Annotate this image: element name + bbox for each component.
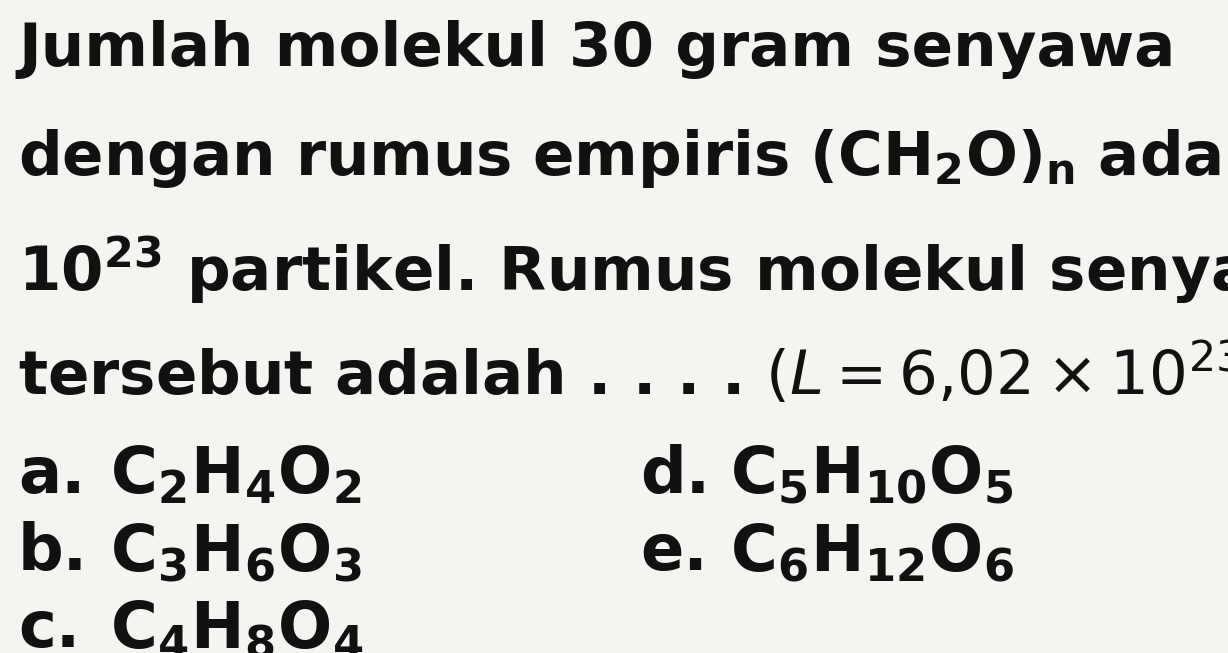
Text: b.: b. — [18, 521, 88, 583]
Text: $\mathbf{dengan\ rumus\ empiris\ (CH_2O)_n\ adalah}$: $\mathbf{dengan\ rumus\ empiris\ (CH_2O)… — [18, 127, 1228, 191]
Text: $\mathbf{C_4H_8O_4}$: $\mathbf{C_4H_8O_4}$ — [111, 597, 363, 653]
Text: $\mathbf{C_6H_{12}O_6}$: $\mathbf{C_6H_{12}O_6}$ — [729, 521, 1014, 584]
Text: $\mathbf{C_2H_4O_2}$: $\mathbf{C_2H_4O_2}$ — [111, 443, 361, 506]
Text: c.: c. — [18, 597, 80, 653]
Text: e.: e. — [640, 521, 707, 583]
Text: $\mathbf{C_5H_{10}O_5}$: $\mathbf{C_5H_{10}O_5}$ — [729, 443, 1013, 507]
Text: $\mathbf{C_3H_6O_3}$: $\mathbf{C_3H_6O_3}$ — [111, 521, 362, 584]
Text: a.: a. — [18, 443, 86, 505]
Text: tersebut adalah . . . . $(L = 6{,}02 \times 10^{23})$: tersebut adalah . . . . $(L = 6{,}02 \ti… — [18, 342, 1228, 408]
Text: $\mathbf{10^{23}}$ partikel. Rumus molekul senyawa: $\mathbf{10^{23}}$ partikel. Rumus molek… — [18, 234, 1228, 306]
Text: d.: d. — [640, 443, 710, 505]
Text: Jumlah molekul 30 gram senyawa: Jumlah molekul 30 gram senyawa — [18, 20, 1175, 80]
